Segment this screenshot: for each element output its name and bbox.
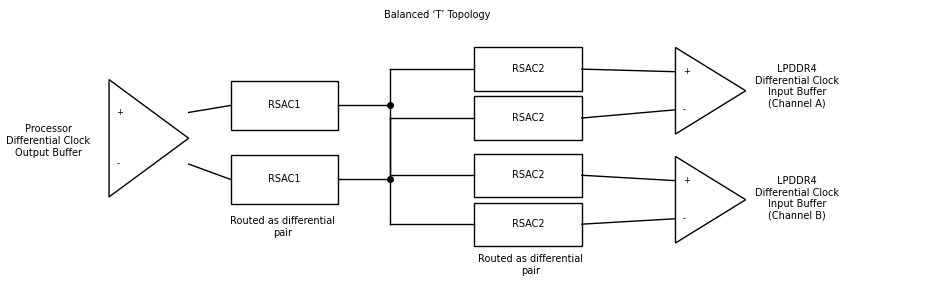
Text: +: + <box>683 67 690 76</box>
Text: Routed as differential
pair: Routed as differential pair <box>230 216 335 238</box>
Text: -: - <box>116 160 119 169</box>
Text: -: - <box>683 214 686 223</box>
Text: +: + <box>116 108 123 117</box>
Text: RSAC2: RSAC2 <box>512 219 545 229</box>
Bar <box>474 203 582 246</box>
Polygon shape <box>675 156 746 243</box>
Text: RSAC2: RSAC2 <box>512 113 545 123</box>
Text: RSAC1: RSAC1 <box>269 174 300 185</box>
Text: Processor
Differential Clock
Output Buffer: Processor Differential Clock Output Buff… <box>6 125 90 158</box>
Bar <box>474 154 582 197</box>
Text: RSAC1: RSAC1 <box>269 100 300 110</box>
Text: LPDDR4
Differential Clock
Input Buffer
(Channel A): LPDDR4 Differential Clock Input Buffer (… <box>755 64 839 109</box>
Text: Routed as differential
pair: Routed as differential pair <box>478 254 583 276</box>
Text: RSAC2: RSAC2 <box>512 64 545 74</box>
Polygon shape <box>675 48 746 134</box>
Bar <box>231 155 338 204</box>
Bar <box>474 96 582 140</box>
Text: RSAC2: RSAC2 <box>512 170 545 180</box>
Bar <box>474 48 582 91</box>
Text: Balanced ‘T’ Topology: Balanced ‘T’ Topology <box>383 10 490 20</box>
Text: +: + <box>683 176 690 185</box>
Polygon shape <box>109 80 189 197</box>
Text: -: - <box>683 105 686 114</box>
Bar <box>231 81 338 130</box>
Text: LPDDR4
Differential Clock
Input Buffer
(Channel B): LPDDR4 Differential Clock Input Buffer (… <box>755 176 839 221</box>
